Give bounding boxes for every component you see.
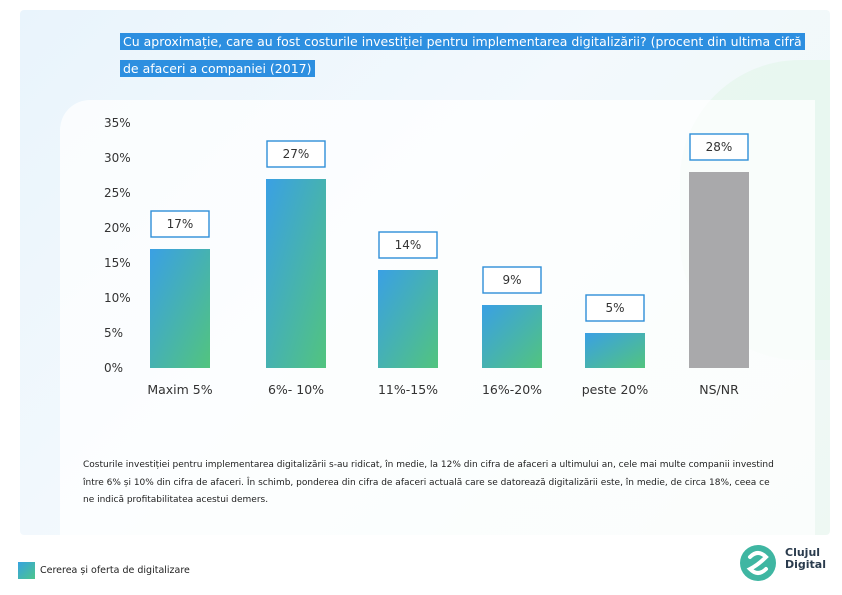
- logo-line2: Digital: [785, 558, 826, 571]
- data-label: 28%: [706, 140, 733, 154]
- bar: [585, 333, 645, 368]
- data-label: 17%: [167, 217, 194, 231]
- section-icon: [18, 562, 35, 579]
- x-tick-label: 16%-20%: [482, 382, 542, 397]
- data-label: 27%: [283, 147, 310, 161]
- clujul-digital-logo-icon: [740, 545, 776, 581]
- x-axis: Maxim 5% 6%- 10% 11%-15% 16%-20% peste 20% NS…: [147, 382, 739, 397]
- y-tick-label: 5%: [104, 326, 123, 340]
- data-label: 9%: [502, 273, 521, 287]
- data-label-box: [150, 210, 210, 238]
- data-label: 14%: [395, 238, 422, 252]
- data-label: 5%: [605, 301, 624, 315]
- bars: 17% 27% 14% 9% 5% 28%: [150, 133, 749, 368]
- data-label-box: [378, 231, 438, 259]
- y-tick-label: 0%: [104, 361, 123, 375]
- data-label-box: [266, 140, 326, 168]
- section-label: Cererea și oferta de digitalizare: [40, 565, 190, 576]
- bar: [266, 179, 326, 368]
- y-tick-label: 35%: [104, 116, 131, 130]
- x-tick-label: 6%- 10%: [268, 382, 324, 397]
- bar: [150, 249, 210, 368]
- logo-text: Clujul Digital: [785, 547, 826, 571]
- y-tick-label: 15%: [104, 256, 131, 270]
- chart-title: Cu aproximație, care au fost costurile i…: [120, 28, 820, 82]
- y-tick-label: 30%: [104, 151, 131, 165]
- data-label-box: [689, 133, 749, 161]
- y-tick-label: 25%: [104, 186, 131, 200]
- y-tick-label: 20%: [104, 221, 131, 235]
- data-label-box: [482, 266, 542, 294]
- bar: [689, 172, 749, 368]
- x-tick-label: Maxim 5%: [147, 382, 212, 397]
- y-tick-label: 10%: [104, 291, 131, 305]
- x-tick-label: peste 20%: [582, 382, 649, 397]
- x-tick-label: 11%-15%: [378, 382, 438, 397]
- y-axis: 0% 5% 10% 15% 20% 25% 30% 35%: [104, 116, 131, 375]
- chart-note: Costurile investiției pentru implementar…: [83, 460, 774, 505]
- bar: [378, 270, 438, 368]
- bar: [482, 305, 542, 368]
- data-label-box: [585, 294, 645, 322]
- x-tick-label: NS/NR: [699, 382, 739, 397]
- logo-line1: Clujul: [785, 546, 821, 559]
